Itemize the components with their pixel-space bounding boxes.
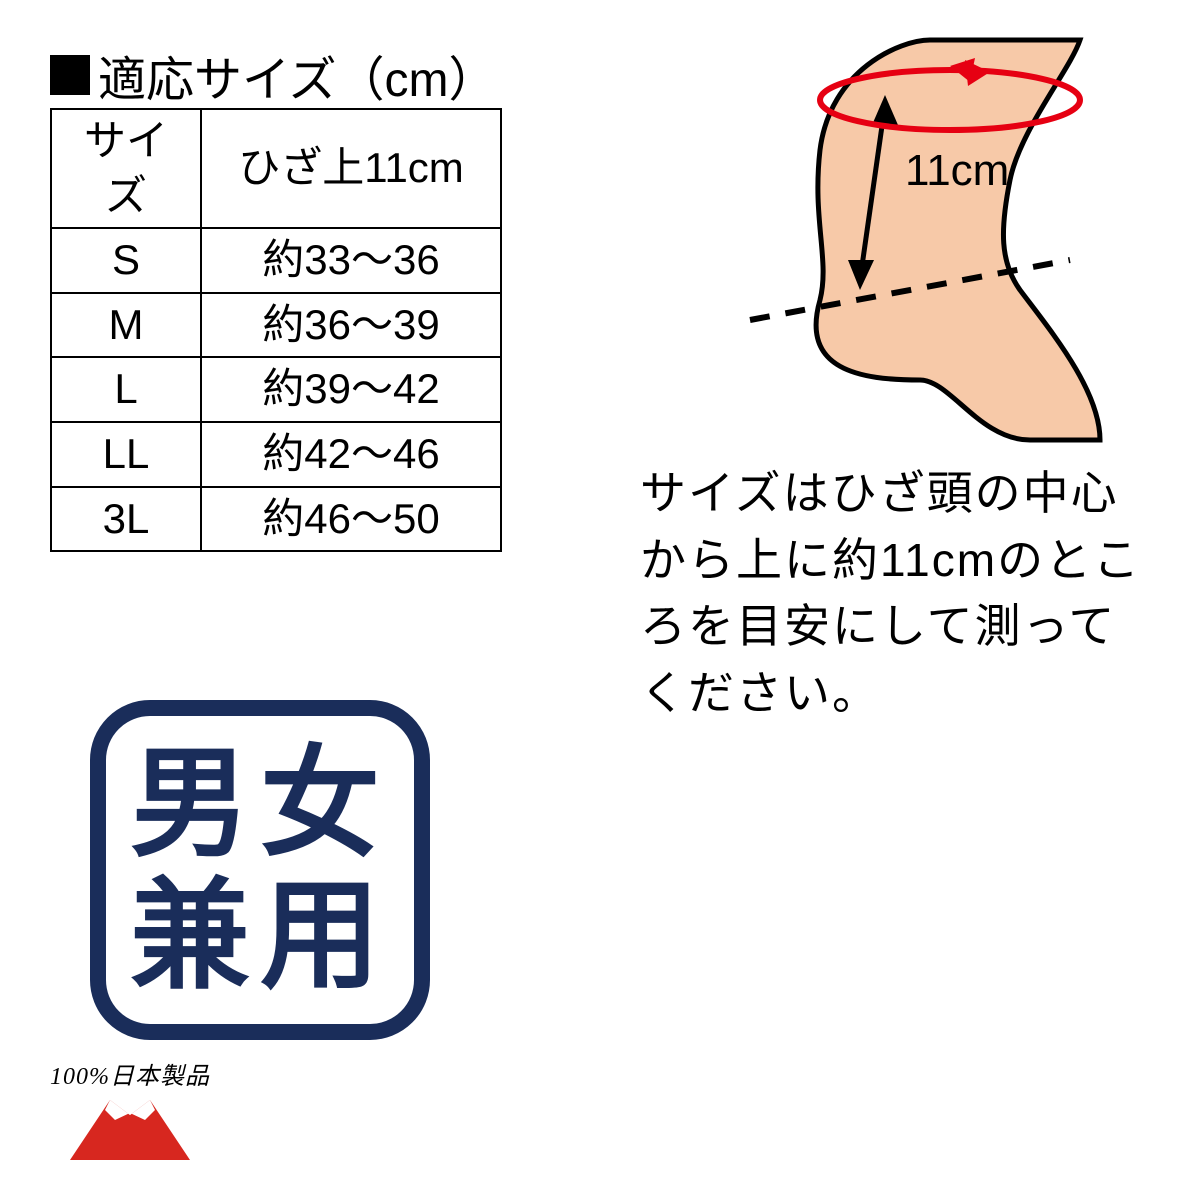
cell-size: 3L: [51, 487, 201, 552]
measurement-instruction: サイズはひざ頭の中心から上に約11cmのところを目安にして測ってください。: [640, 460, 1160, 727]
cell-meas: 約42〜46: [201, 422, 501, 487]
cell-meas: 約46〜50: [201, 487, 501, 552]
cell-size: S: [51, 228, 201, 293]
table-row: 3L 約46〜50: [51, 487, 501, 552]
table-row: M 約36〜39: [51, 293, 501, 358]
knee-measurement-diagram: 11cm: [700, 30, 1120, 450]
cell-size: LL: [51, 422, 201, 487]
title-bullet-square: [50, 55, 90, 95]
cell-meas: 約39〜42: [201, 357, 501, 422]
leg-shape: [816, 40, 1100, 440]
table-header-row: サイズ ひざ上11cm: [51, 109, 501, 228]
diagram-label: 11cm: [905, 146, 1009, 195]
cell-size: M: [51, 293, 201, 358]
unisex-badge: 男女 兼用: [90, 700, 430, 1040]
unisex-line1: 男女: [130, 738, 390, 870]
cell-meas: 約33〜36: [201, 228, 501, 293]
made-in-japan-mark: 100%日本製品: [40, 1056, 220, 1170]
cell-size: L: [51, 357, 201, 422]
size-chart-title: 適応サイズ（cm）: [50, 40, 497, 110]
cell-meas: 約36〜39: [201, 293, 501, 358]
size-table: サイズ ひざ上11cm S 約33〜36 M 約36〜39 L 約39〜42 L…: [50, 108, 502, 552]
table-row: L 約39〜42: [51, 357, 501, 422]
mt-fuji-icon: [60, 1085, 200, 1165]
unisex-line2: 兼用: [130, 870, 390, 1002]
header-size: サイズ: [51, 109, 201, 228]
header-measure: ひざ上11cm: [201, 109, 501, 228]
title-text: 適応サイズ（cm）: [98, 40, 497, 110]
table-row: LL 約42〜46: [51, 422, 501, 487]
table-row: S 約33〜36: [51, 228, 501, 293]
